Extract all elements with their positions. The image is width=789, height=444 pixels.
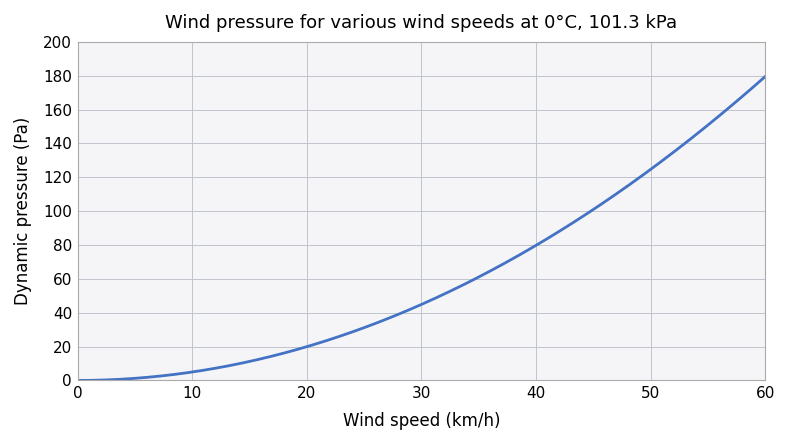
X-axis label: Wind speed (km/h): Wind speed (km/h) bbox=[342, 412, 500, 430]
Y-axis label: Dynamic pressure (Pa): Dynamic pressure (Pa) bbox=[14, 117, 32, 305]
Title: Wind pressure for various wind speeds at 0°C, 101.3 kPa: Wind pressure for various wind speeds at… bbox=[166, 14, 678, 32]
